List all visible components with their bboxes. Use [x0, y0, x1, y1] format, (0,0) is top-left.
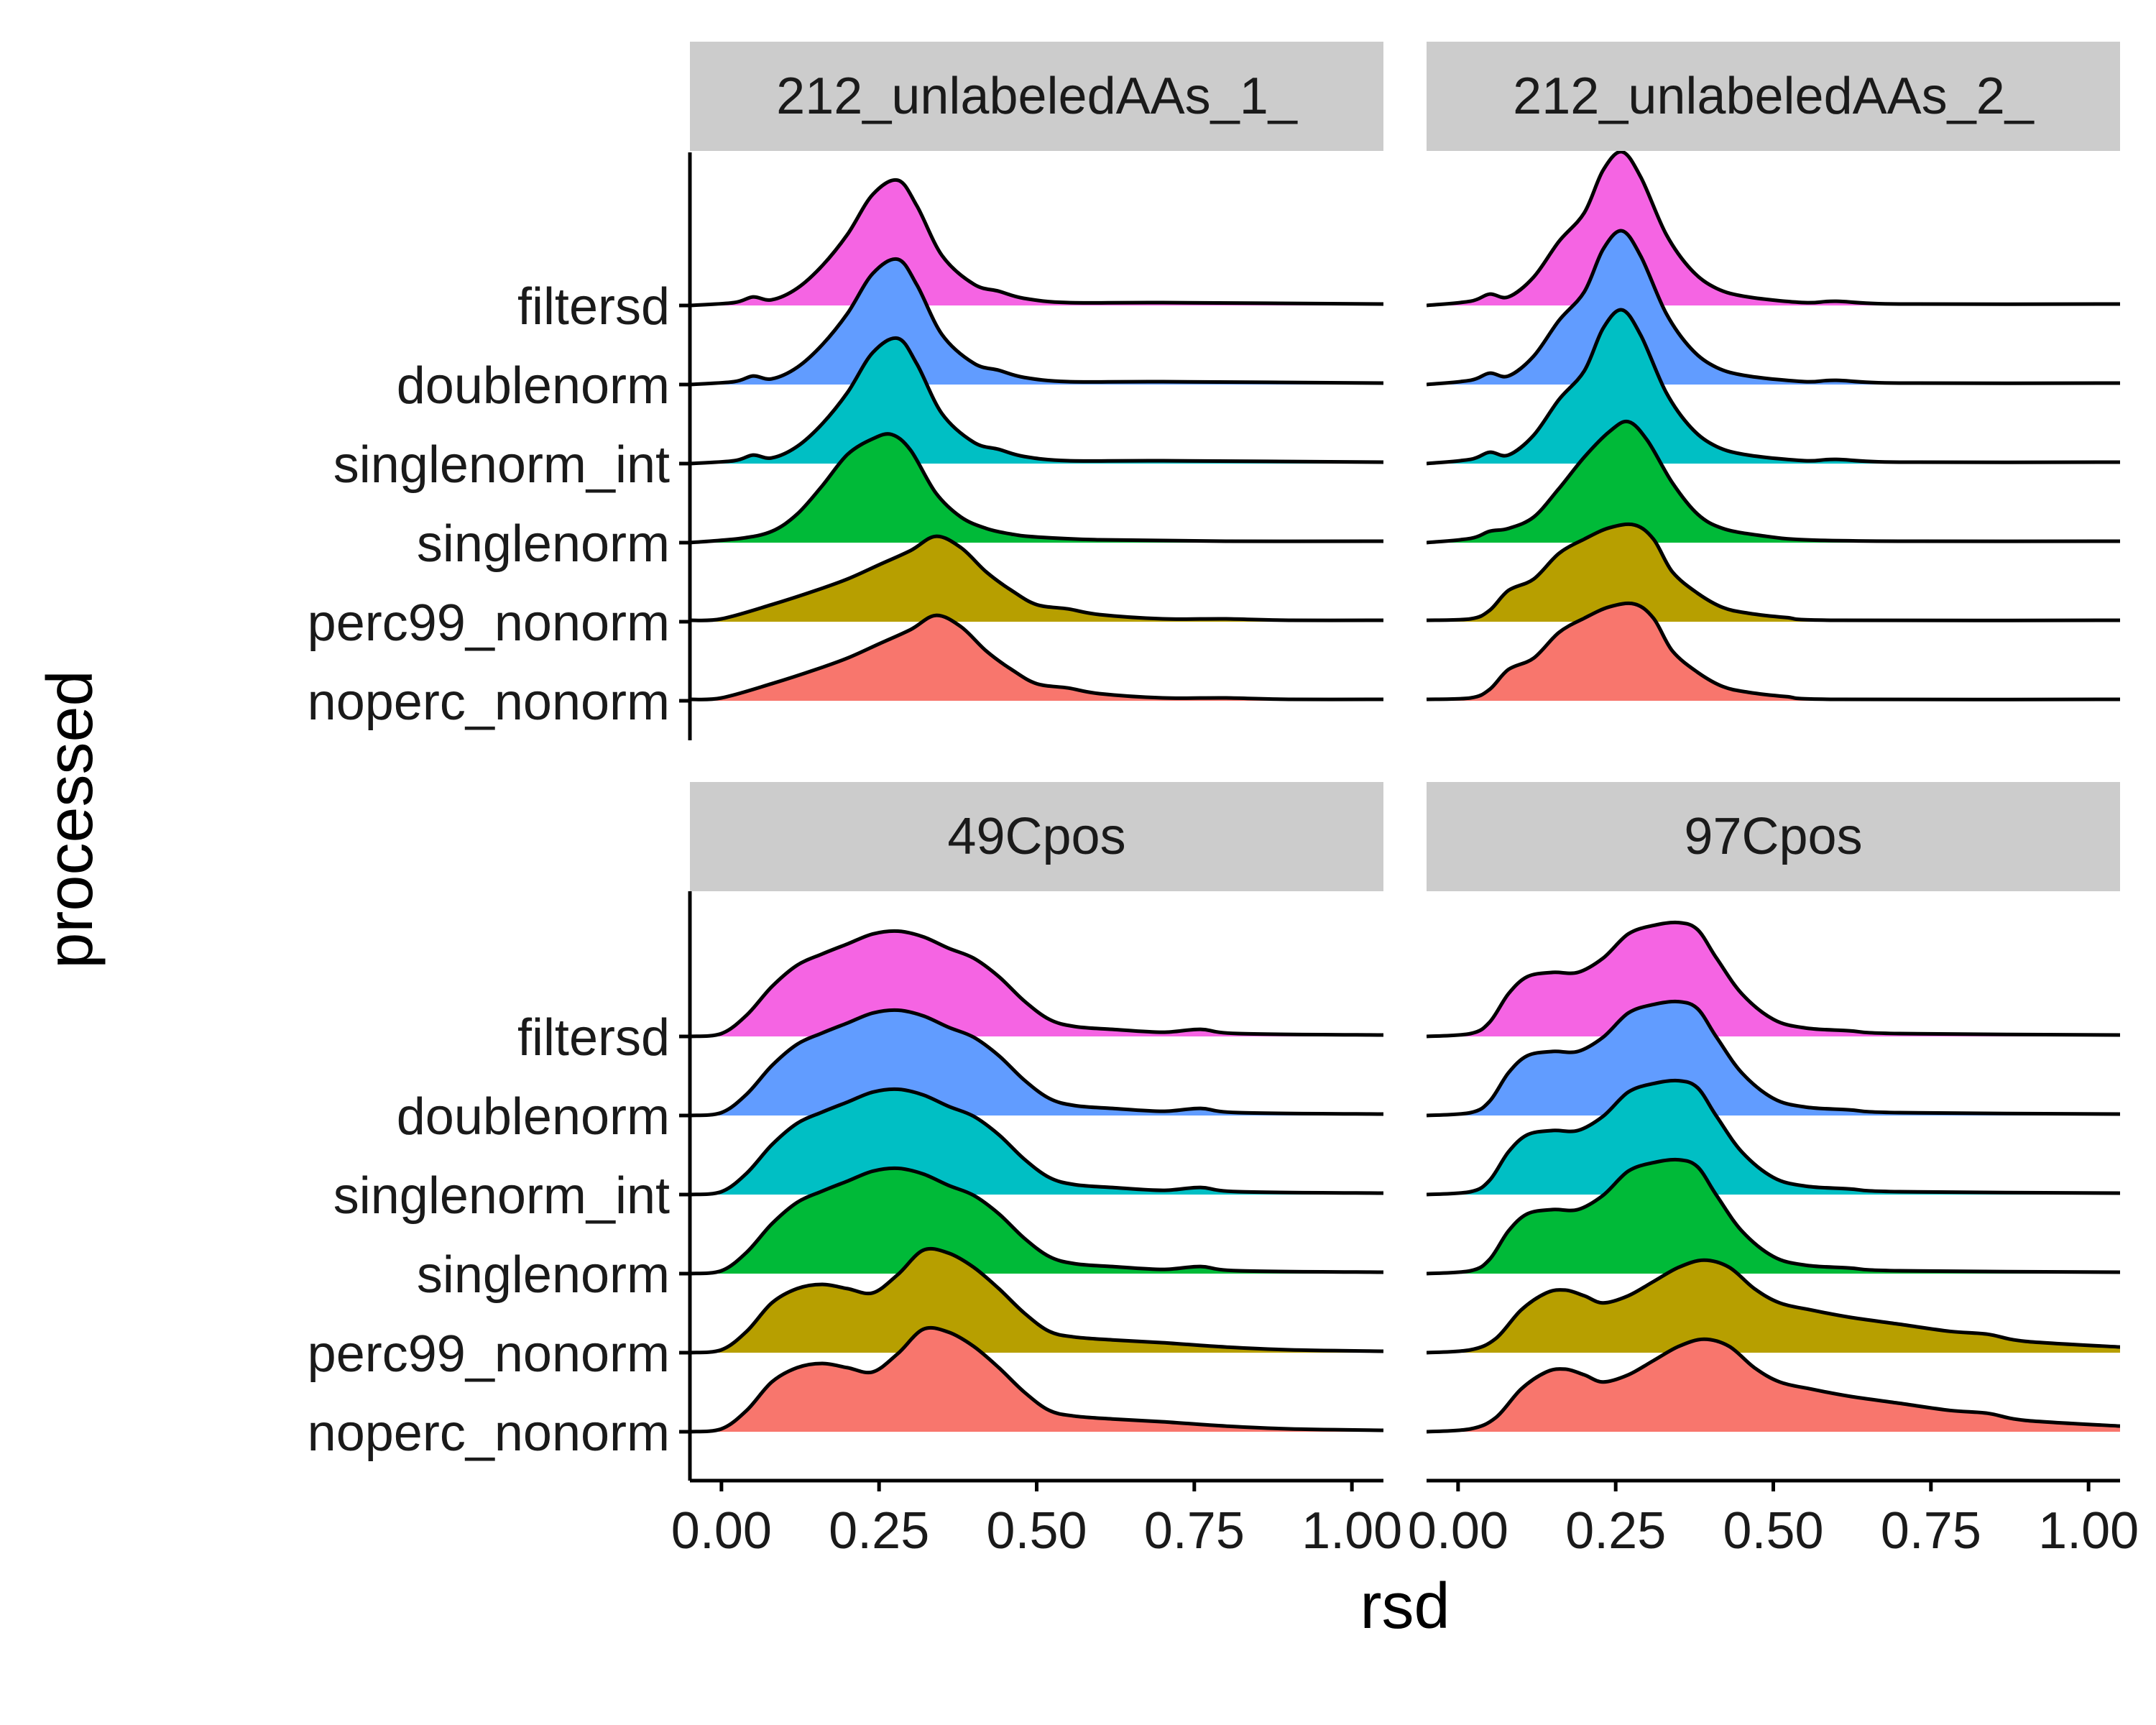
ridge-filtersd [1427, 922, 2120, 1036]
ridge-outline-filtersd [690, 929, 1383, 1039]
ridge-outline-singlenorm_int [690, 336, 1383, 466]
ridge-outline-singlenorm_int [1427, 308, 2120, 466]
ridge-noperc_nonorm [690, 1328, 1383, 1432]
facet-strip-title: 97Cpos [1684, 808, 1862, 865]
ridges [690, 178, 1383, 702]
ridge-outline-doublenorm [1427, 229, 2120, 387]
ridge-outline-singlenorm_int [690, 1087, 1383, 1197]
ridges [1427, 151, 2120, 702]
y-tick-label: singlenorm_int [333, 1167, 670, 1225]
ridges [690, 929, 1383, 1434]
ridge-outline-filtersd [1427, 151, 2120, 308]
ridge-singlenorm_int [1427, 1080, 2120, 1195]
ridge-outline-noperc_nonorm [690, 1325, 1383, 1434]
ridge-outline-filtersd [690, 178, 1383, 308]
ridge-outline-singlenorm [1427, 419, 2120, 545]
ridge-outline-noperc_nonorm [690, 613, 1383, 702]
ridge-noperc_nonorm [1427, 1339, 2120, 1432]
y-tick-label: singlenorm [417, 1246, 670, 1304]
ridge-singlenorm [1427, 421, 2120, 543]
x-tick-label: 1.00 [2038, 1502, 2139, 1560]
y-tick-label: filtersd [517, 1009, 670, 1067]
ridge-doublenorm [690, 1010, 1383, 1116]
y-tick-label: perc99_nonorm [308, 594, 670, 652]
x-tick-label: 0.50 [1723, 1502, 1823, 1560]
ridge-noperc_nonorm [690, 615, 1383, 701]
ridge-filtersd [690, 180, 1383, 305]
ridge-singlenorm [690, 1168, 1383, 1274]
ridge-outline-doublenorm [690, 1008, 1383, 1118]
x-tick-label: 0.25 [829, 1502, 929, 1560]
facet-strip-title: 212_unlabeledAAs_1_ [776, 68, 1298, 125]
facet-strip [1427, 42, 2120, 151]
x-tick-label: 1.00 [1302, 1502, 1402, 1560]
ridge-singlenorm [1427, 1159, 2120, 1274]
ridge-outline-filtersd [1427, 920, 2120, 1039]
ridge-outline-perc99_nonorm [690, 1246, 1383, 1355]
facet-panel: 212_unlabeledAAs_2_ [1427, 42, 2120, 702]
ridge-outline-noperc_nonorm [1427, 1337, 2120, 1434]
x-tick-label: 0.50 [986, 1502, 1087, 1560]
y-tick-label: noperc_nonorm [308, 673, 670, 731]
ridge-filtersd [690, 931, 1383, 1036]
ridges [1427, 920, 2120, 1434]
ridge-singlenorm_int [1427, 310, 2120, 464]
facet-panel: 49Cpos [690, 782, 1383, 1434]
x-tick-label: 0.00 [1408, 1502, 1508, 1560]
ridge-doublenorm [1427, 1001, 2120, 1116]
ridge-outline-perc99_nonorm [690, 534, 1383, 622]
y-tick-label: singlenorm_int [333, 436, 670, 494]
ridge-outline-doublenorm [690, 257, 1383, 387]
ridge-outline-singlenorm [690, 432, 1383, 545]
ridge-outline-perc99_nonorm [1427, 1258, 2120, 1355]
ridge-doublenorm [690, 259, 1383, 385]
ridge-singlenorm [690, 433, 1383, 543]
ridge-perc99_nonorm [690, 1248, 1383, 1353]
facet-strip [690, 42, 1383, 151]
y-tick-label: filtersd [517, 278, 670, 336]
facet-strip [690, 782, 1383, 891]
x-tick-label: 0.75 [1144, 1502, 1245, 1560]
facet-panel: 212_unlabeledAAs_1_ [690, 42, 1383, 702]
y-axis-title: processed [34, 670, 106, 968]
ridge-outline-doublenorm [1427, 999, 2120, 1118]
ridge-noperc_nonorm [1427, 603, 2120, 701]
facet-strip [1427, 782, 2120, 891]
y-tick-label: doublenorm [397, 357, 670, 415]
ridge-perc99_nonorm [690, 536, 1383, 622]
ridge-outline-noperc_nonorm [1427, 601, 2120, 702]
ridge-perc99_nonorm [1427, 524, 2120, 622]
x-tick-label: 0.75 [1881, 1502, 1981, 1560]
ridge-singlenorm_int [690, 338, 1383, 464]
facet-strip-title: 49Cpos [947, 808, 1125, 865]
x-tick-label: 0.25 [1565, 1502, 1666, 1560]
ridge-perc99_nonorm [1427, 1260, 2120, 1353]
y-tick-label: perc99_nonorm [308, 1325, 670, 1383]
axes-layer: 0.00 0.25 0.50 0.75 1.00 0.00 0.25 0.50 0.75 1.00… [308, 152, 2139, 1560]
x-tick-label: 0.00 [671, 1502, 772, 1560]
ridge-outline-singlenorm [1427, 1157, 2120, 1276]
ridge-outline-perc99_nonorm [1427, 522, 2120, 622]
facets-layer: 212_unlabeledAAs_1_ 212_unlabeledAAs_2_ 49… [690, 42, 2120, 1434]
x-axis-title: rsd [1360, 1570, 1450, 1642]
y-tick-label: noperc_nonorm [308, 1404, 670, 1462]
y-tick-label: singlenorm [417, 515, 670, 573]
ridge-singlenorm_int [690, 1089, 1383, 1195]
y-tick-label: doublenorm [397, 1088, 670, 1146]
facet-strip-title: 212_unlabeledAAs_2_ [1513, 68, 2035, 125]
facet-panel: 97Cpos [1427, 782, 2120, 1434]
ridge-outline-singlenorm [690, 1166, 1383, 1276]
ridge-outline-singlenorm_int [1427, 1078, 2120, 1197]
